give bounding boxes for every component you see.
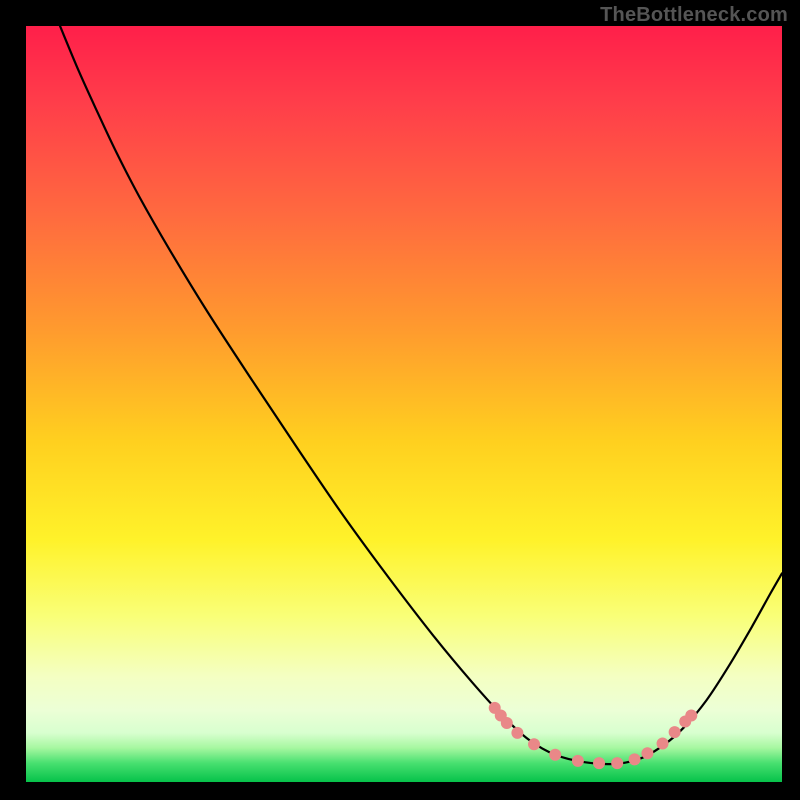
curve-marker xyxy=(511,727,523,739)
curve-marker xyxy=(641,747,653,759)
curve-marker xyxy=(685,709,697,721)
curve-marker xyxy=(501,717,513,729)
curve-marker xyxy=(528,738,540,750)
chart-frame: TheBottleneck.com xyxy=(0,0,800,800)
watermark-text: TheBottleneck.com xyxy=(600,4,788,27)
plot-area xyxy=(26,26,782,782)
curve-marker xyxy=(593,757,605,769)
curve-marker xyxy=(549,749,561,761)
curve-marker xyxy=(629,753,641,765)
bottleneck-curve xyxy=(26,26,782,782)
curve-marker xyxy=(572,755,584,767)
curve-marker xyxy=(657,737,669,749)
curve-marker xyxy=(611,757,623,769)
curve-marker xyxy=(669,726,681,738)
